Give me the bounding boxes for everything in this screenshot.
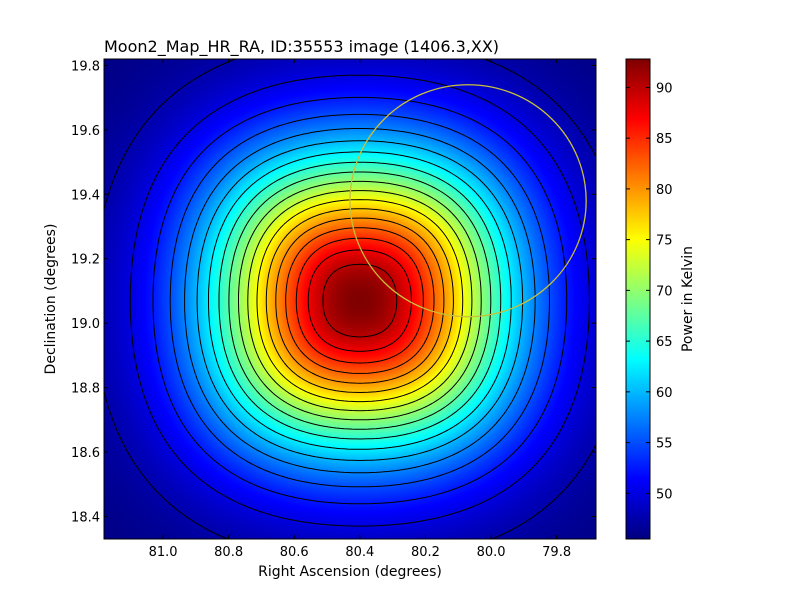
- contour-line-11: [256, 199, 464, 403]
- highlight-circle: [349, 84, 587, 318]
- y-tick-label-5: 19.4: [71, 188, 100, 203]
- x-axis: 81.0 80.8 80.6 80.4 80.2 80.0 79.8: [149, 59, 571, 560]
- contour-line-17: [322, 263, 398, 338]
- contour-lines: [103, 58, 597, 540]
- colorbar-tick-label-5: 75: [656, 234, 673, 249]
- colorbar-ticks: 50 55 60 65 70 75 80 85 90: [626, 81, 673, 502]
- colorbar-tick-label-3: 65: [656, 335, 673, 350]
- contour-line-5: [196, 140, 524, 461]
- contour-line-6: [208, 151, 512, 450]
- x-tick-label-6: 79.8: [542, 545, 571, 560]
- y-axis: 18.4 18.6 18.8 19.0 19.2 19.4 19.6 19.8: [71, 59, 596, 525]
- x-tick-label-1: 80.8: [214, 545, 243, 560]
- x-tick-label-3: 80.4: [345, 545, 374, 560]
- heatmap-canvas: [104, 59, 596, 539]
- x-axis-label: Right Ascension (degrees): [258, 564, 442, 580]
- contour-line-4: [184, 128, 536, 474]
- y-tick-label-1: 18.6: [71, 446, 100, 461]
- chart-title: Moon2_Map_HR_RA, ID:35553 image (1406.3,…: [104, 37, 499, 57]
- contour-line-15: [295, 237, 424, 364]
- colorbar-tick-label-7: 85: [656, 132, 673, 147]
- y-tick-label-4: 19.2: [71, 253, 100, 268]
- contour-line-16: [307, 249, 412, 352]
- colorbar-gradient: [626, 59, 650, 539]
- colorbar-tick-label-2: 60: [656, 386, 673, 401]
- contour-line-13: [275, 217, 445, 384]
- x-tick-label-0: 81.0: [149, 545, 178, 560]
- colorbar-tick-label-4: 70: [656, 284, 673, 299]
- colorbar-tick-label-6: 80: [656, 183, 673, 198]
- colorbar-tick-label-8: 90: [656, 81, 673, 96]
- contour-line-14: [285, 227, 435, 374]
- contour-line-1: [129, 74, 590, 527]
- y-tick-label-0: 18.4: [71, 510, 100, 525]
- contour-line-2: [152, 96, 568, 505]
- x-tick-label-5: 80.0: [477, 545, 506, 560]
- contour-line-10: [247, 190, 473, 412]
- contour-line-12: [265, 208, 454, 393]
- contour-line-9: [238, 180, 482, 421]
- colorbar-frame: [625, 58, 651, 540]
- x-tick-label-2: 80.6: [280, 545, 309, 560]
- x-tick-label-4: 80.2: [411, 545, 440, 560]
- plot-area: [103, 58, 597, 540]
- contour-line-8: [228, 171, 492, 430]
- colorbar-label: Power in Kelvin: [680, 246, 696, 352]
- contour-line-7: [218, 161, 502, 440]
- colorbar-tick-label-1: 55: [656, 437, 673, 452]
- y-axis-label: Declination (degrees): [43, 224, 59, 375]
- contour-line-0: [103, 58, 597, 540]
- plot-frame: [103, 58, 597, 540]
- y-tick-label-7: 19.8: [71, 59, 100, 74]
- colorbar-tick-label-0: 50: [656, 487, 673, 502]
- y-tick-label-3: 19.0: [71, 317, 100, 332]
- y-tick-label-6: 19.6: [71, 124, 100, 139]
- colorbar: 50 55 60 65 70 75 80 85 90: [625, 58, 673, 540]
- y-tick-label-2: 18.8: [71, 382, 100, 397]
- contour-line-3: [169, 113, 550, 488]
